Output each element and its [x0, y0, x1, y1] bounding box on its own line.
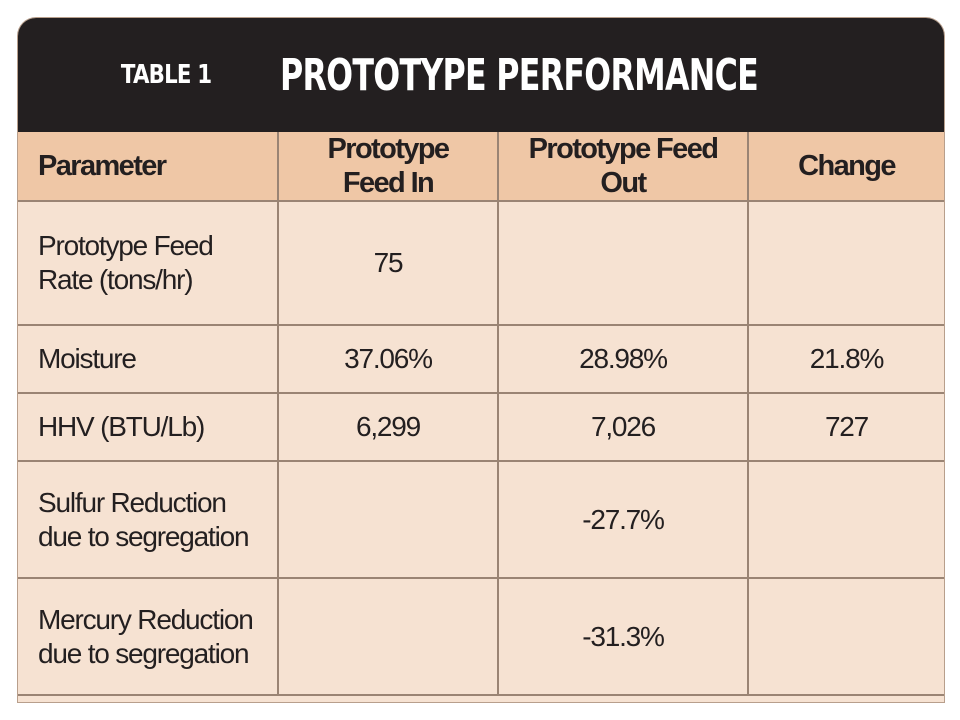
table-cell: [498, 201, 749, 326]
table-cell: HHV (BTU/Lb): [18, 393, 279, 462]
performance-table-card: TABLE 1 PROTOTYPE PERFORMANCE Parameter …: [18, 18, 944, 702]
table-title: PROTOTYPE PERFORMANCE: [280, 49, 759, 101]
table-cell: 6,299: [278, 393, 499, 462]
table-cell: -31.3%: [498, 578, 749, 696]
table-row: Moisture 37.06% 28.98% 21.8%: [18, 325, 944, 394]
table-cell: Sulfur Reduction due to segregation: [18, 461, 279, 579]
table-row: HHV (BTU/Lb) 6,299 7,026 727: [18, 393, 944, 462]
table-cell: 7,026: [498, 393, 749, 462]
table-cell: 75: [278, 201, 499, 326]
table-row: Prototype Feed Rate (tons/hr) 75: [18, 201, 944, 326]
table-cell: [748, 201, 944, 326]
table-row: Sulfur Reduction due to segregation -27.…: [18, 461, 944, 579]
table-cell: 37.06%: [278, 325, 499, 394]
column-header-feed-out: Prototype Feed Out: [498, 132, 749, 202]
performance-table: Parameter Prototype Feed In Prototype Fe…: [18, 132, 944, 696]
table-cell: Moisture: [18, 325, 279, 394]
table-cell: [278, 461, 499, 579]
table-title-bar: TABLE 1 PROTOTYPE PERFORMANCE: [18, 18, 944, 132]
table-number-label: TABLE 1: [120, 60, 212, 90]
column-header-feed-in: Prototype Feed In: [278, 132, 499, 202]
header-row: Parameter Prototype Feed In Prototype Fe…: [18, 132, 944, 202]
table-cell: Prototype Feed Rate (tons/hr): [18, 201, 279, 326]
table-cell: 21.8%: [748, 325, 944, 394]
table-cell: 28.98%: [498, 325, 749, 394]
table-cell: [748, 461, 944, 579]
table-cell: [748, 578, 944, 696]
column-header-change: Change: [748, 132, 944, 202]
table-cell: 727: [748, 393, 944, 462]
column-header-parameter: Parameter: [18, 132, 279, 202]
table-cell: -27.7%: [498, 461, 749, 579]
table-cell: [278, 578, 499, 696]
table-row: Mercury Reduction due to segregation -31…: [18, 578, 944, 696]
table-cell: Mercury Reduction due to segregation: [18, 578, 279, 696]
